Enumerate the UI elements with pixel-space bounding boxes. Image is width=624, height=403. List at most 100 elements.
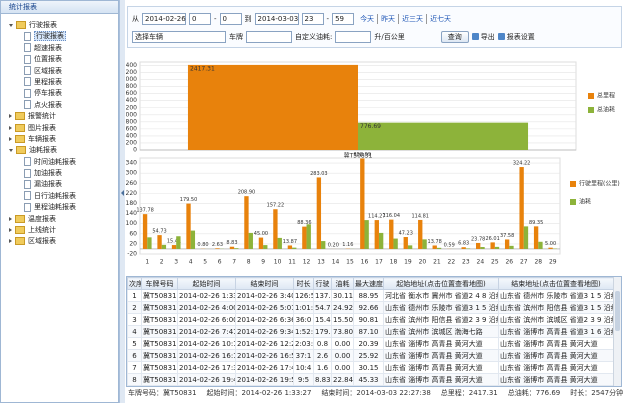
doc-icon [24, 77, 31, 87]
bar [263, 245, 268, 249]
tree-item[interactable]: 里程油耗报表 [1, 202, 118, 213]
tree-item[interactable]: 时间油耗报表 [1, 157, 118, 168]
query-button[interactable]: 查询 [440, 30, 469, 43]
quick-link[interactable]: 近七天 [426, 13, 454, 24]
table-cell: 2014-02-26 19:58:14 [235, 373, 294, 386]
date-input[interactable]: 2014-03-03 [254, 12, 299, 25]
scrollbar[interactable] [613, 277, 621, 386]
folder-icon [15, 134, 25, 143]
tree-label: 行驶报表 [29, 21, 57, 29]
legend-label: 总里程 [597, 92, 615, 100]
folder-icon [15, 123, 25, 132]
tree: 行驶报表 行驶报表 超速报表 位置报表 区域报表 里程报表 停车报表 点火报表 报警统计 图片报表… [1, 14, 118, 248]
tree-group[interactable]: 油耗报表 [1, 145, 118, 156]
tree-item[interactable]: 加油报表 [1, 168, 118, 179]
tree-group[interactable]: 温度报表 [1, 214, 118, 225]
summary-item: 总油耗：776.69 [507, 389, 561, 397]
tree-group[interactable]: 报警统计 [1, 111, 118, 122]
legend-label: 油耗 [579, 198, 591, 206]
hour-input[interactable]: 0 [189, 12, 211, 25]
date-input[interactable]: 2014-02-26 [142, 12, 186, 25]
table-cell: 6 [127, 349, 142, 362]
table-row[interactable]: 9冀T508312014-02-26 20:00:142014-02-26 21… [127, 385, 614, 386]
tree-item[interactable]: 位置报表 [1, 54, 118, 65]
data-label: 89.35 [529, 220, 543, 226]
quick-link[interactable]: 今天 [360, 14, 375, 23]
y-tick-label: 100 [126, 220, 137, 227]
bar [403, 237, 408, 249]
column-header: 起始地址(点击位置查看地图) [383, 277, 499, 290]
bar [176, 236, 181, 249]
tree-group[interactable]: 行驶报表 [1, 20, 118, 31]
folder-icon [15, 226, 25, 235]
separator: - [326, 14, 330, 23]
tree-item[interactable]: 点火报表 [1, 100, 118, 111]
x-tick-label: 29 [549, 259, 557, 266]
table-cell: 2.6 [313, 349, 332, 362]
tree-group[interactable]: 图片报表 [1, 123, 118, 134]
expander [9, 148, 13, 152]
hour-input[interactable]: 23 [301, 12, 324, 25]
bar [244, 196, 249, 249]
table-cell: 2014-02-26 17:33:23 [177, 361, 236, 374]
tree-group[interactable]: 车辆报表 [1, 134, 118, 145]
data-label: 88.36 [297, 220, 311, 226]
tree-item[interactable]: 停车报表 [1, 88, 118, 99]
fuel-input[interactable] [335, 30, 372, 43]
minute-input[interactable]: 59 [332, 12, 355, 25]
y-tick-label: 2000 [126, 76, 137, 83]
table-cell: 0.00 [331, 385, 354, 386]
doc-icon [24, 43, 31, 53]
tree-group[interactable]: 上线统计 [1, 225, 118, 236]
data-label: 54.73 [152, 229, 166, 235]
tree-group[interactable]: 区域报表 [1, 236, 118, 247]
minute-input[interactable]: 0 [219, 12, 242, 25]
tree-label: 温度报表 [28, 214, 56, 223]
x-tick-label: 27 [520, 259, 528, 266]
vehicle-select[interactable]: 选择车辆 [132, 30, 226, 43]
bar [389, 219, 394, 249]
table-cell: 1.6 [313, 361, 332, 374]
table-cell: 73.80 [331, 325, 354, 338]
x-tick-label: 22 [448, 259, 456, 266]
table-cell: 山东省 淄博市 高青县 黄河大道 [383, 385, 499, 386]
expander [9, 216, 12, 221]
plate-input[interactable] [246, 30, 292, 43]
tree-item[interactable]: 超速报表 [1, 43, 118, 54]
bar [548, 247, 553, 249]
table-cell: 126:5 [293, 289, 314, 302]
table-cell: 0.00 [331, 349, 354, 362]
table-cell: 冀T50831 [141, 385, 178, 386]
data-label: 47.23 [399, 231, 413, 237]
export-button[interactable]: 导出 [471, 32, 495, 42]
tree-item[interactable]: 里程报表 [1, 77, 118, 88]
settings-button[interactable]: 报表设置 [497, 32, 535, 42]
tree-item[interactable]: 日行油耗报表 [1, 191, 118, 202]
legend-swatch [570, 181, 576, 187]
tree-item[interactable]: 漏油报表 [1, 179, 118, 190]
table-cell: 1:52:3 [293, 325, 314, 338]
quick-link[interactable]: 近三天 [398, 13, 426, 24]
table-cell: 24.92 [331, 301, 354, 314]
tree-item[interactable]: 行驶报表 [1, 31, 118, 42]
bar [436, 247, 442, 249]
quick-link[interactable]: 昨天 [377, 13, 398, 24]
y-tick-label: 800 [126, 118, 137, 125]
x-tick-label: 8 [247, 259, 251, 266]
table-cell: 冀T50831 [141, 373, 178, 386]
y-tick-label: 2400 [126, 62, 137, 69]
table-cell: 36:0 [293, 313, 314, 326]
legend-label: 总油耗 [597, 106, 615, 114]
tree-item[interactable]: 区域报表 [1, 66, 118, 77]
splitter[interactable] [119, 0, 125, 403]
tree-label: 加油报表 [34, 169, 62, 178]
table-cell: 92.66 [353, 301, 384, 314]
